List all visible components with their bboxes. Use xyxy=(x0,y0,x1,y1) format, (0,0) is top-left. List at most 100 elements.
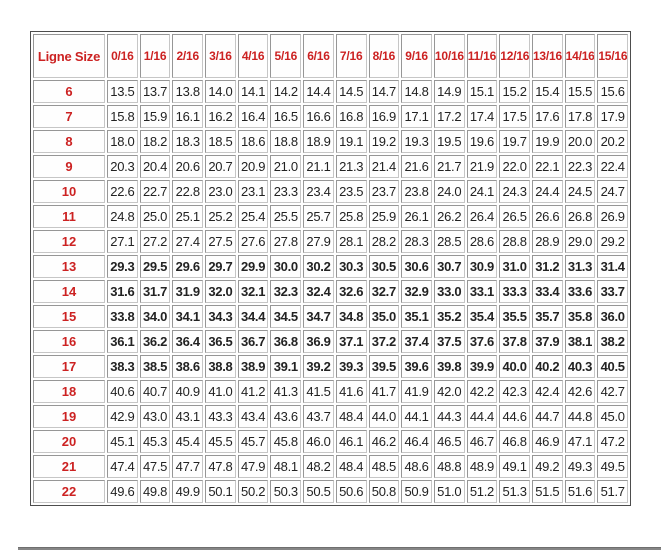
value-cell: 18.8 xyxy=(270,130,302,153)
value-cell: 21.9 xyxy=(466,155,498,178)
value-cell: 25.1 xyxy=(172,205,204,228)
value-cell: 47.5 xyxy=(139,455,171,478)
value-cell: 15.2 xyxy=(499,80,530,103)
value-cell: 25.4 xyxy=(237,205,269,228)
table-row: 7 15.8 15.9 16.1 16.2 16.4 16.5 16.6 16.8 16.9 17.… xyxy=(33,105,628,128)
value-cell: 24.8 xyxy=(107,205,138,228)
value-cell: 36.4 xyxy=(172,330,204,353)
value-cell: 14.1 xyxy=(237,80,269,103)
value-cell: 40.6 xyxy=(107,380,138,403)
value-cell: 30.5 xyxy=(368,255,400,278)
value-cell: 40.3 xyxy=(564,355,596,378)
value-cell: 22.8 xyxy=(172,180,204,203)
value-cell: 43.4 xyxy=(237,405,269,428)
value-cell: 49.1 xyxy=(499,455,530,478)
value-cell: 14.7 xyxy=(368,80,400,103)
value-cell: 21.6 xyxy=(401,155,432,178)
value-cell: 50.2 xyxy=(237,480,269,503)
value-cell: 27.4 xyxy=(172,230,204,253)
value-cell: 20.0 xyxy=(564,130,596,153)
value-cell: 33.0 xyxy=(433,280,465,303)
row-label-cell: 19 xyxy=(33,405,105,428)
value-cell: 35.0 xyxy=(368,305,400,328)
value-cell: 21.3 xyxy=(335,155,367,178)
value-cell: 17.8 xyxy=(564,105,596,128)
value-cell: 50.8 xyxy=(368,480,400,503)
value-cell: 51.7 xyxy=(597,480,628,503)
value-cell: 24.3 xyxy=(499,180,530,203)
value-cell: 33.4 xyxy=(531,280,563,303)
table-row: 11 24.8 25.0 25.1 25.2 25.4 25.5 25.7 25.8 25.9 26… xyxy=(33,205,628,228)
table-row: 6 13.5 13.7 13.8 14.0 14.1 14.2 14.4 14.5 14.7 14.… xyxy=(33,80,628,103)
value-cell: 33.7 xyxy=(597,280,628,303)
value-cell: 48.5 xyxy=(368,455,400,478)
row-label-cell: 22 xyxy=(33,480,105,503)
value-cell: 44.8 xyxy=(564,405,596,428)
value-cell: 41.6 xyxy=(335,380,367,403)
value-cell: 36.9 xyxy=(303,330,334,353)
row-label-cell: 12 xyxy=(33,230,105,253)
value-cell: 13.5 xyxy=(107,80,138,103)
value-cell: 36.0 xyxy=(597,305,628,328)
value-cell: 15.4 xyxy=(531,80,563,103)
value-cell: 30.2 xyxy=(303,255,334,278)
value-cell: 45.5 xyxy=(205,430,236,453)
value-cell: 13.7 xyxy=(139,80,171,103)
value-cell: 34.5 xyxy=(270,305,302,328)
value-cell: 34.7 xyxy=(303,305,334,328)
value-cell: 24.5 xyxy=(564,180,596,203)
value-cell: 34.8 xyxy=(335,305,367,328)
value-cell: 37.4 xyxy=(401,330,432,353)
value-cell: 28.8 xyxy=(499,230,530,253)
row-label-cell: 6 xyxy=(33,80,105,103)
row-label-cell: 10 xyxy=(33,180,105,203)
value-cell: 22.4 xyxy=(597,155,628,178)
row-label-cell: 9 xyxy=(33,155,105,178)
value-cell: 16.1 xyxy=(172,105,204,128)
column-header-cell: 11/16 xyxy=(466,34,498,78)
value-cell: 51.3 xyxy=(499,480,530,503)
value-cell: 29.3 xyxy=(107,255,138,278)
value-cell: 21.4 xyxy=(368,155,400,178)
value-cell: 43.6 xyxy=(270,405,302,428)
table-row: 22 49.6 49.8 49.9 50.1 50.2 50.3 50.5 50.6 50.8 50… xyxy=(33,480,628,503)
value-cell: 20.4 xyxy=(139,155,171,178)
value-cell: 26.5 xyxy=(499,205,530,228)
value-cell: 48.1 xyxy=(270,455,302,478)
value-cell: 41.9 xyxy=(401,380,432,403)
value-cell: 29.9 xyxy=(237,255,269,278)
column-header-cell: 6/16 xyxy=(303,34,334,78)
value-cell: 23.3 xyxy=(270,180,302,203)
value-cell: 26.8 xyxy=(564,205,596,228)
value-cell: 17.6 xyxy=(531,105,563,128)
row-label-cell: 14 xyxy=(33,280,105,303)
value-cell: 31.3 xyxy=(564,255,596,278)
value-cell: 33.6 xyxy=(564,280,596,303)
table-body: 6 13.5 13.7 13.8 14.0 14.1 14.2 14.4 14.5 14.7 14.… xyxy=(33,80,628,503)
value-cell: 33.3 xyxy=(499,280,530,303)
value-cell: 28.1 xyxy=(335,230,367,253)
column-header-cell: 4/16 xyxy=(237,34,269,78)
value-cell: 13.8 xyxy=(172,80,204,103)
value-cell: 17.2 xyxy=(433,105,465,128)
value-cell: 22.1 xyxy=(531,155,563,178)
value-cell: 46.1 xyxy=(335,430,367,453)
value-cell: 14.5 xyxy=(335,80,367,103)
value-cell: 15.6 xyxy=(597,80,628,103)
value-cell: 47.2 xyxy=(597,430,628,453)
value-cell: 35.5 xyxy=(499,305,530,328)
value-cell: 33.8 xyxy=(107,305,138,328)
column-header-cell: 10/16 xyxy=(433,34,465,78)
value-cell: 27.5 xyxy=(205,230,236,253)
value-cell: 36.2 xyxy=(139,330,171,353)
value-cell: 30.3 xyxy=(335,255,367,278)
value-cell: 20.3 xyxy=(107,155,138,178)
value-cell: 41.3 xyxy=(270,380,302,403)
value-cell: 20.2 xyxy=(597,130,628,153)
value-cell: 29.6 xyxy=(172,255,204,278)
column-header-cell: 3/16 xyxy=(205,34,236,78)
value-cell: 51.5 xyxy=(531,480,563,503)
value-cell: 50.9 xyxy=(401,480,432,503)
value-cell: 32.0 xyxy=(205,280,236,303)
value-cell: 37.6 xyxy=(466,330,498,353)
